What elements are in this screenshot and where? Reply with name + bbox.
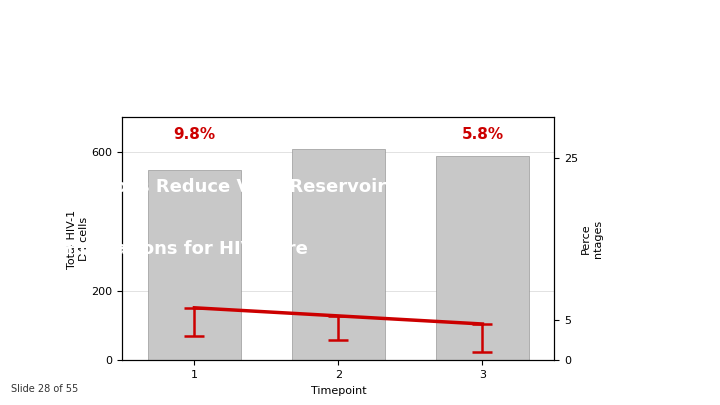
Text: Fraction of Intact Proviruses Decreases Over Time on ART: Fraction of Intact Proviruses Decreases … [22, 42, 607, 60]
Bar [292, 149, 385, 360]
Text: 5.8%: 5.8% [462, 127, 503, 142]
X-axis label: Timepoint: Timepoint [310, 386, 366, 396]
Text: 9.8%: 9.8% [174, 127, 215, 142]
Text: Slide 28 of 55: Slide 28 of 55 [11, 384, 78, 394]
Bar [148, 170, 241, 360]
Bar [436, 156, 529, 360]
Text: Implications for HIV Cure: Implications for HIV Cure [54, 239, 307, 258]
Text: ART Does Reduce Viral Reservoir: ART Does Reduce Viral Reservoir [54, 178, 386, 196]
Y-axis label: Perce
ntages: Perce ntages [581, 220, 603, 258]
Y-axis label: Total HIV-1
D4 cells: Total HIV-1 D4 cells [67, 209, 89, 269]
